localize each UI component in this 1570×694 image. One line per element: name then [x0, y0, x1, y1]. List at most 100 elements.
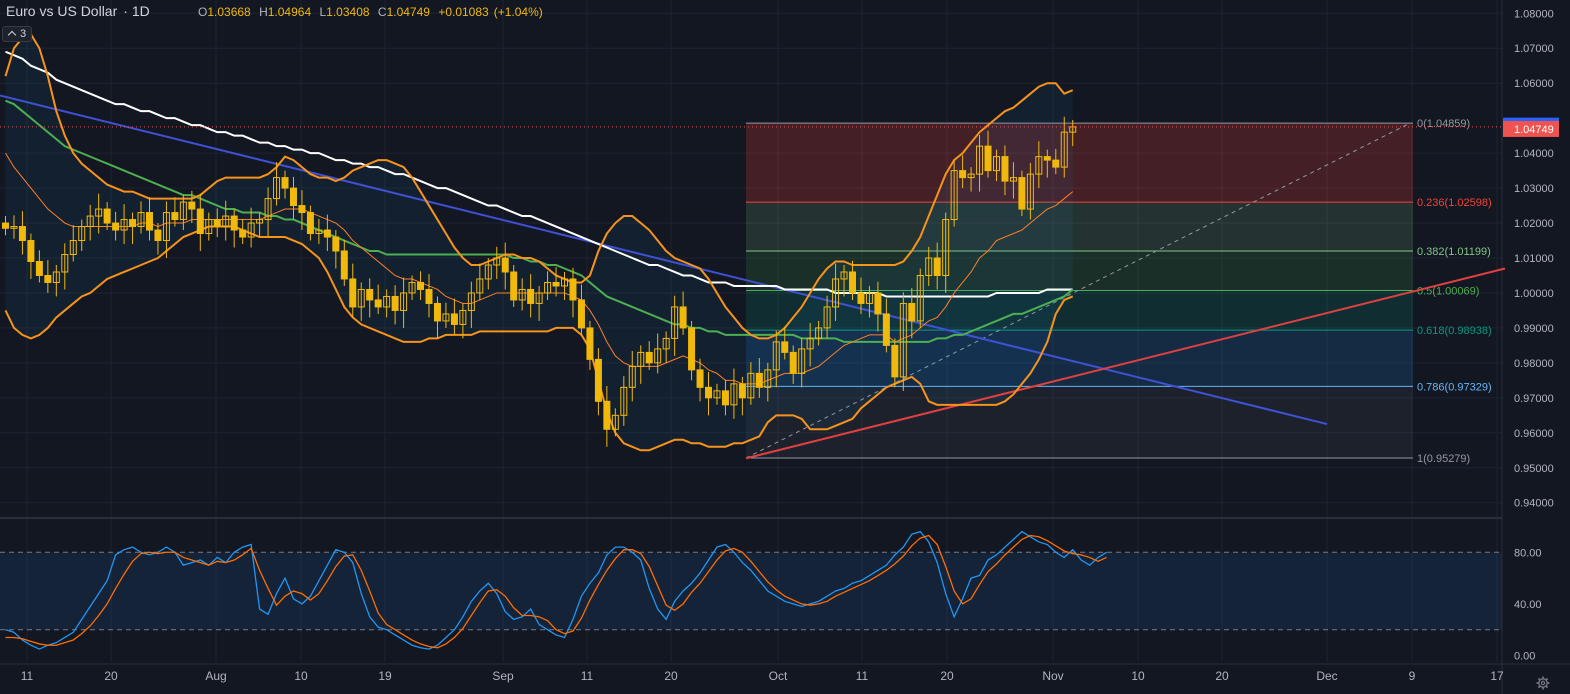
timeframe-label[interactable]: 1D — [131, 3, 150, 19]
candle-body — [298, 205, 306, 214]
symbol-title[interactable]: Euro vs US Dollar — [6, 3, 118, 19]
candle-body — [162, 212, 170, 242]
candle-body — [230, 215, 238, 231]
candle-body — [992, 156, 1000, 172]
time-tick-label: Oct — [769, 669, 788, 683]
candle-body — [662, 337, 670, 350]
candle-body — [857, 292, 865, 304]
gear-icon[interactable] — [1536, 676, 1550, 690]
candle-body — [1052, 159, 1060, 168]
candle-body — [798, 348, 806, 374]
time-tick-label: Sep — [492, 669, 514, 683]
candle-body — [654, 348, 662, 364]
candle-body — [44, 274, 52, 283]
candle-body — [882, 313, 890, 346]
candle-body — [120, 219, 128, 231]
candle-body — [925, 257, 933, 276]
candle-body — [933, 257, 941, 276]
indicators-toggle[interactable]: 3 — [2, 26, 33, 42]
candle-body — [52, 271, 60, 283]
candle-body — [772, 341, 780, 371]
candle-body — [959, 170, 967, 179]
candle-body — [840, 271, 848, 280]
candle-body — [620, 386, 628, 416]
price-tick-label: 0.99000 — [1514, 323, 1554, 335]
price-tick-label: 0.94000 — [1514, 498, 1554, 510]
candle-body — [476, 278, 484, 294]
chart-header: Euro vs US Dollar · 1D — [6, 3, 150, 19]
candle-body — [425, 288, 433, 304]
candle-body — [967, 173, 975, 179]
candle-body — [730, 383, 738, 406]
candle-body — [747, 372, 755, 399]
price-tick-label: 1.02000 — [1514, 218, 1554, 230]
candle-body — [112, 222, 120, 231]
candle-body — [205, 219, 213, 235]
fib-level-label: 0.5(1.00069) — [1417, 286, 1479, 298]
candle-body — [510, 271, 518, 301]
time-tick-label: Aug — [205, 669, 226, 683]
candle-body — [1018, 177, 1026, 210]
close-key: C — [377, 5, 387, 19]
low-key: L — [319, 5, 327, 19]
candle-body — [61, 254, 69, 273]
last-price-label: 1.04749 — [1514, 124, 1554, 136]
candle-body — [976, 145, 984, 175]
price-tick-label: 1.06000 — [1514, 78, 1554, 90]
fib-level-label: 1(0.95279) — [1417, 453, 1470, 465]
candle-body — [552, 281, 560, 287]
time-tick-label: 11 — [581, 669, 594, 683]
candle-body — [459, 309, 467, 325]
candle-body — [806, 337, 814, 350]
uptrend-line — [745, 267, 1506, 460]
series-ma-white — [5, 50, 1073, 298]
time-tick-label: 10 — [1131, 669, 1145, 683]
candle-body — [103, 208, 111, 224]
ohlc-readout: O1.03668 H1.04964 L1.03408 C1.04749 +0.0… — [198, 5, 548, 19]
candle-body — [256, 219, 264, 224]
chevron-up-icon — [7, 30, 17, 40]
price-tick-label: 1.00000 — [1514, 288, 1554, 300]
candle-body — [145, 212, 153, 231]
candle-body — [594, 358, 602, 402]
candle-body — [738, 383, 746, 399]
time-tick-label: 20 — [1215, 669, 1229, 683]
time-tick-label: 9 — [1409, 669, 1416, 683]
candle-body — [611, 414, 619, 430]
candle-body — [306, 212, 314, 235]
candle-body — [171, 212, 179, 221]
candle-body — [832, 278, 840, 308]
fib-zone — [746, 251, 1413, 291]
candle-body — [154, 229, 162, 242]
candle-body — [27, 240, 35, 262]
high-value: 1.04964 — [267, 5, 312, 19]
fib-zone — [746, 290, 1413, 331]
change-percent: (+1.04%) — [493, 5, 543, 19]
candle-body — [239, 229, 247, 238]
candle-body — [18, 226, 26, 242]
low-value: 1.03408 — [326, 5, 370, 19]
candle-body — [645, 351, 653, 364]
time-tick-label: 11 — [21, 669, 34, 683]
candle-body — [95, 208, 103, 217]
candle-body — [586, 327, 594, 360]
candle-body — [755, 372, 763, 388]
candle-body — [950, 170, 958, 221]
stoch-tick-label: 0.00 — [1514, 651, 1535, 663]
candle-body — [273, 177, 281, 200]
candle-body — [383, 295, 391, 308]
fib-level-label: 0.236(1.02598) — [1417, 197, 1492, 209]
candle-body — [10, 226, 18, 229]
candle-body — [696, 369, 704, 388]
candle-body — [849, 271, 856, 294]
candle-body — [865, 292, 873, 304]
stoch-series-k — [5, 530, 1107, 650]
candle-body — [942, 219, 950, 276]
time-tick-label: 10 — [294, 669, 308, 683]
price-tick-label: 1.01000 — [1514, 253, 1554, 265]
candle-body — [789, 351, 797, 374]
candle-body — [213, 219, 221, 228]
candle-body — [1060, 131, 1068, 168]
candle-body — [705, 386, 713, 399]
